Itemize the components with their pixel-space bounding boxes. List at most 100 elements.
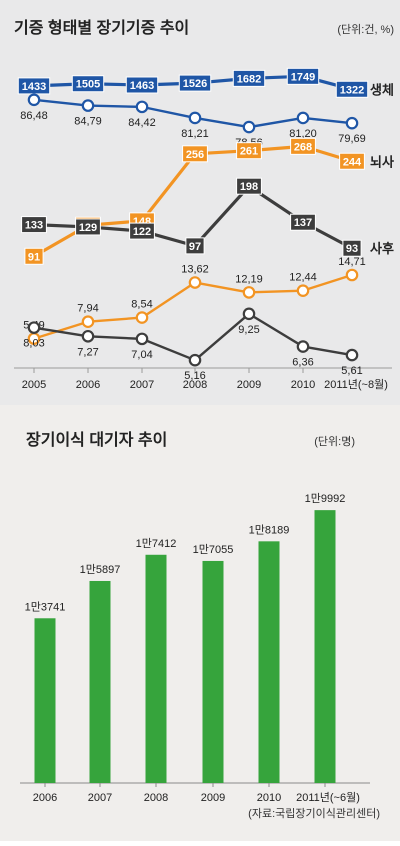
series-layer: 1433 1505 1463 1526 1682 1749 1322 생체 86,48 84,79… — [17, 67, 394, 382]
organ-donation-trend-panel: 기증 형태별 장기기증 추이 (단위:건, %) 2005 2006 2007 200… — [0, 0, 400, 405]
x-tick-label: 2009 — [201, 792, 225, 804]
data-point — [242, 120, 256, 134]
data-label: 8,03 — [23, 338, 44, 350]
data-point — [27, 93, 41, 107]
bar-value-label: 1만7412 — [136, 537, 177, 550]
data-label: 268 — [294, 141, 312, 153]
x-tick-label: 2007 — [130, 379, 154, 391]
data-point — [242, 307, 256, 321]
bar — [258, 541, 280, 783]
data-marker — [286, 67, 320, 85]
bar-layer: 1만3741 2006 1만5897 2007 1만7412 2008 1만7055 2009… — [20, 492, 370, 804]
x-tick-label: 2005 — [22, 379, 46, 391]
data-marker — [339, 152, 365, 170]
x-tick-label: 2011년(~6월) — [296, 791, 360, 804]
bar — [34, 618, 56, 783]
data-point — [81, 315, 95, 329]
data-label: 14,71 — [338, 256, 366, 268]
organ-donation-line-chart: 기증 형태별 장기기증 추이 (단위:건, %) 2005 2006 2007 200… — [14, 18, 394, 391]
data-label: 6,36 — [292, 357, 313, 369]
data-point — [296, 284, 310, 297]
data-marker — [335, 80, 369, 98]
x-tick-label: 2006 — [76, 379, 100, 391]
data-label: 84,79 — [74, 116, 102, 128]
data-point — [135, 332, 149, 346]
data-marker — [290, 213, 316, 231]
source-note: (자료:국립장기이식관리센터) — [248, 807, 380, 820]
data-marker — [75, 218, 101, 236]
unit-note: (단위:건, %) — [337, 23, 394, 36]
data-label: 97 — [189, 241, 201, 253]
data-point — [188, 353, 202, 367]
data-label: 1526 — [183, 78, 207, 90]
chart-title: 장기이식 대기자 추이 — [26, 430, 167, 449]
bar-value-label: 1만7055 — [193, 543, 234, 556]
data-label: 7,04 — [131, 349, 152, 361]
data-label: 244 — [343, 156, 362, 168]
data-marker — [24, 247, 44, 265]
data-label: 198 — [240, 181, 258, 193]
data-point — [296, 340, 310, 353]
data-label: 91 — [28, 251, 40, 263]
transplant-waiting-trend-panel: 장기이식 대기자 추이 (단위:명) 1만3741 2006 1만5897 2007 1… — [0, 405, 400, 841]
x-tick-label: 2008 — [183, 379, 207, 391]
data-label: 1463 — [130, 80, 154, 92]
data-marker — [125, 76, 159, 94]
data-label: 12,19 — [235, 273, 263, 285]
data-point — [188, 111, 202, 125]
data-marker — [21, 216, 47, 234]
data-label: 122 — [133, 226, 151, 238]
data-point — [81, 329, 95, 343]
bar-value-label: 1만5897 — [80, 563, 121, 576]
x-tick-label: 2011년(~8월) — [324, 378, 388, 391]
data-label: 129 — [79, 222, 97, 234]
unit-note: (단위:명) — [314, 435, 355, 448]
x-axis: 2005 2006 2007 2008 2009 2010 2011년(~8월) — [14, 367, 392, 391]
data-label: 133 — [25, 220, 43, 232]
data-point — [345, 116, 359, 130]
data-label: 1322 — [340, 84, 364, 96]
data-point — [27, 321, 41, 334]
chart-title: 기증 형태별 장기기증 추이 — [14, 18, 189, 37]
data-label: 1682 — [237, 73, 261, 85]
data-point — [135, 311, 149, 324]
bar — [314, 510, 336, 783]
data-label: 1433 — [22, 81, 46, 93]
x-tick-label: 2006 — [33, 792, 57, 804]
data-label: 9,25 — [238, 324, 259, 336]
data-marker — [236, 177, 262, 195]
data-label: 84,42 — [128, 117, 156, 129]
data-label: 81,20 — [289, 128, 317, 140]
data-label: 1749 — [291, 71, 315, 83]
data-label: 256 — [186, 149, 204, 161]
data-label: 5,61 — [341, 365, 362, 377]
data-label: 7,27 — [77, 346, 98, 358]
data-point — [345, 348, 359, 362]
data-label: 5,16 — [184, 370, 205, 382]
bar — [202, 560, 224, 783]
data-marker — [290, 137, 316, 155]
x-tick-label: 2010 — [257, 792, 281, 804]
data-point — [135, 100, 149, 114]
data-marker — [129, 222, 155, 240]
series-name-label: 생체 — [370, 82, 394, 97]
data-marker — [185, 237, 205, 255]
data-point — [81, 99, 95, 112]
data-label: 12,44 — [289, 272, 317, 284]
data-label: 86,48 — [20, 110, 48, 122]
data-marker — [236, 142, 262, 160]
data-label: 8,54 — [131, 299, 152, 311]
x-tick-label: 2009 — [237, 379, 261, 391]
data-point — [296, 111, 310, 125]
data-marker — [182, 145, 208, 163]
data-point — [345, 268, 359, 282]
data-marker — [342, 239, 362, 257]
bar — [145, 554, 167, 783]
data-point — [242, 286, 256, 299]
bar-value-label: 1만9992 — [305, 492, 346, 505]
series-name-label: 뇌사 — [370, 154, 394, 169]
x-tick-label: 2007 — [88, 792, 112, 804]
data-marker — [71, 75, 105, 93]
bar — [89, 580, 111, 783]
x-tick-label: 2008 — [144, 792, 168, 804]
